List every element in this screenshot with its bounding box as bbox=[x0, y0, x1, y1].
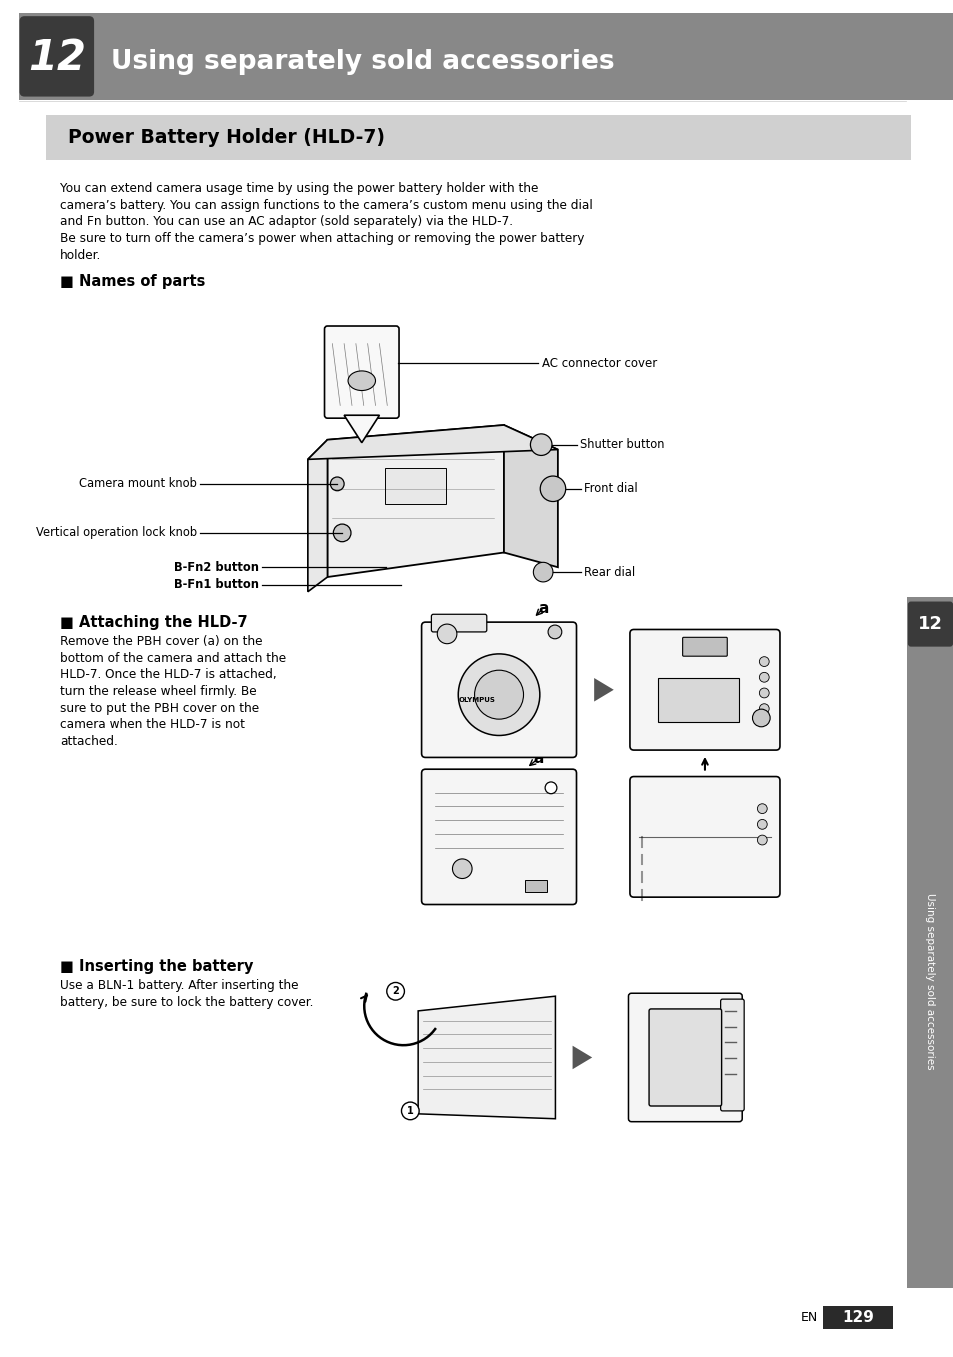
Text: Using separately sold accessories: Using separately sold accessories bbox=[924, 893, 935, 1069]
Text: AC connector cover: AC connector cover bbox=[541, 357, 657, 370]
Text: 1: 1 bbox=[407, 1106, 414, 1115]
Text: HLD-7. Once the HLD-7 is attached,: HLD-7. Once the HLD-7 is attached, bbox=[60, 668, 276, 681]
Circle shape bbox=[530, 434, 552, 456]
FancyBboxPatch shape bbox=[720, 999, 743, 1111]
Circle shape bbox=[539, 476, 565, 502]
FancyBboxPatch shape bbox=[907, 601, 952, 647]
Bar bbox=[18, 14, 953, 99]
FancyBboxPatch shape bbox=[524, 879, 546, 892]
Text: Vertical operation lock knob: Vertical operation lock knob bbox=[36, 527, 197, 539]
FancyBboxPatch shape bbox=[421, 769, 576, 905]
Circle shape bbox=[401, 1102, 418, 1120]
Text: battery, be sure to lock the battery cover.: battery, be sure to lock the battery cov… bbox=[60, 996, 313, 1008]
Text: Use a BLN-1 battery. After inserting the: Use a BLN-1 battery. After inserting the bbox=[60, 978, 298, 992]
Text: a: a bbox=[537, 601, 548, 616]
Text: Be sure to turn off the camera’s power when attaching or removing the power batt: Be sure to turn off the camera’s power w… bbox=[60, 232, 583, 244]
Text: Rear dial: Rear dial bbox=[584, 566, 635, 578]
Text: ■ Names of parts: ■ Names of parts bbox=[60, 274, 205, 289]
Circle shape bbox=[386, 982, 404, 1000]
Circle shape bbox=[533, 562, 553, 582]
Text: OLYMPUS: OLYMPUS bbox=[458, 696, 495, 703]
Polygon shape bbox=[308, 440, 327, 592]
FancyBboxPatch shape bbox=[658, 677, 738, 722]
Polygon shape bbox=[417, 996, 555, 1118]
FancyBboxPatch shape bbox=[648, 1010, 720, 1106]
Circle shape bbox=[757, 803, 766, 814]
Circle shape bbox=[333, 524, 351, 541]
Polygon shape bbox=[503, 425, 558, 567]
Circle shape bbox=[759, 672, 768, 683]
FancyBboxPatch shape bbox=[682, 638, 726, 657]
Text: B-Fn2 button: B-Fn2 button bbox=[173, 560, 258, 574]
Text: Camera mount knob: Camera mount knob bbox=[79, 478, 197, 490]
Bar bbox=[906, 597, 953, 1288]
Circle shape bbox=[452, 859, 472, 878]
Text: camera when the HLD-7 is not: camera when the HLD-7 is not bbox=[60, 718, 244, 731]
Circle shape bbox=[330, 478, 344, 491]
Circle shape bbox=[544, 782, 557, 794]
Text: 2: 2 bbox=[392, 987, 398, 996]
Polygon shape bbox=[594, 678, 613, 702]
Text: camera’s battery. You can assign functions to the camera’s custom menu using the: camera’s battery. You can assign functio… bbox=[60, 198, 592, 212]
Text: You can extend camera usage time by using the power battery holder with the: You can extend camera usage time by usin… bbox=[60, 182, 537, 195]
Bar bbox=[821, 1305, 892, 1329]
Text: a: a bbox=[533, 750, 543, 765]
Text: 12: 12 bbox=[28, 38, 86, 79]
Text: Power Battery Holder (HLD-7): Power Battery Holder (HLD-7) bbox=[68, 129, 384, 148]
FancyBboxPatch shape bbox=[20, 16, 94, 96]
Text: holder.: holder. bbox=[60, 248, 101, 262]
Circle shape bbox=[759, 657, 768, 666]
FancyBboxPatch shape bbox=[431, 615, 486, 632]
Text: Using separately sold accessories: Using separately sold accessories bbox=[111, 49, 614, 75]
Text: Remove the PBH cover (a) on the: Remove the PBH cover (a) on the bbox=[60, 635, 262, 647]
Text: ■ Inserting the battery: ■ Inserting the battery bbox=[60, 959, 253, 974]
Circle shape bbox=[457, 654, 539, 735]
FancyBboxPatch shape bbox=[629, 630, 780, 750]
FancyBboxPatch shape bbox=[421, 622, 576, 757]
Text: 12: 12 bbox=[917, 615, 942, 634]
Bar bbox=[46, 115, 910, 160]
Text: and Fn button. You can use an AC adaptor (sold separately) via the HLD-7.: and Fn button. You can use an AC adaptor… bbox=[60, 216, 513, 228]
Text: 129: 129 bbox=[841, 1310, 873, 1324]
Polygon shape bbox=[344, 415, 379, 442]
Text: attached.: attached. bbox=[60, 735, 117, 748]
Circle shape bbox=[436, 624, 456, 643]
Text: Front dial: Front dial bbox=[584, 482, 638, 495]
Polygon shape bbox=[308, 425, 558, 460]
Text: bottom of the camera and attach the: bottom of the camera and attach the bbox=[60, 651, 286, 665]
Circle shape bbox=[759, 704, 768, 714]
FancyBboxPatch shape bbox=[324, 326, 398, 418]
Circle shape bbox=[759, 688, 768, 697]
Polygon shape bbox=[327, 425, 503, 577]
FancyBboxPatch shape bbox=[628, 993, 741, 1122]
Text: sure to put the PBH cover on the: sure to put the PBH cover on the bbox=[60, 702, 258, 715]
Circle shape bbox=[752, 710, 769, 727]
FancyBboxPatch shape bbox=[385, 468, 446, 505]
Circle shape bbox=[474, 670, 523, 719]
Ellipse shape bbox=[348, 370, 375, 391]
FancyBboxPatch shape bbox=[629, 776, 780, 897]
Circle shape bbox=[757, 835, 766, 845]
Text: EN: EN bbox=[800, 1311, 817, 1324]
Text: Shutter button: Shutter button bbox=[579, 438, 664, 451]
Polygon shape bbox=[572, 1046, 592, 1069]
Text: B-Fn1 button: B-Fn1 button bbox=[173, 578, 258, 592]
Text: ■ Attaching the HLD-7: ■ Attaching the HLD-7 bbox=[60, 615, 247, 630]
Circle shape bbox=[757, 820, 766, 829]
Circle shape bbox=[547, 626, 561, 639]
Text: turn the release wheel firmly. Be: turn the release wheel firmly. Be bbox=[60, 685, 256, 697]
